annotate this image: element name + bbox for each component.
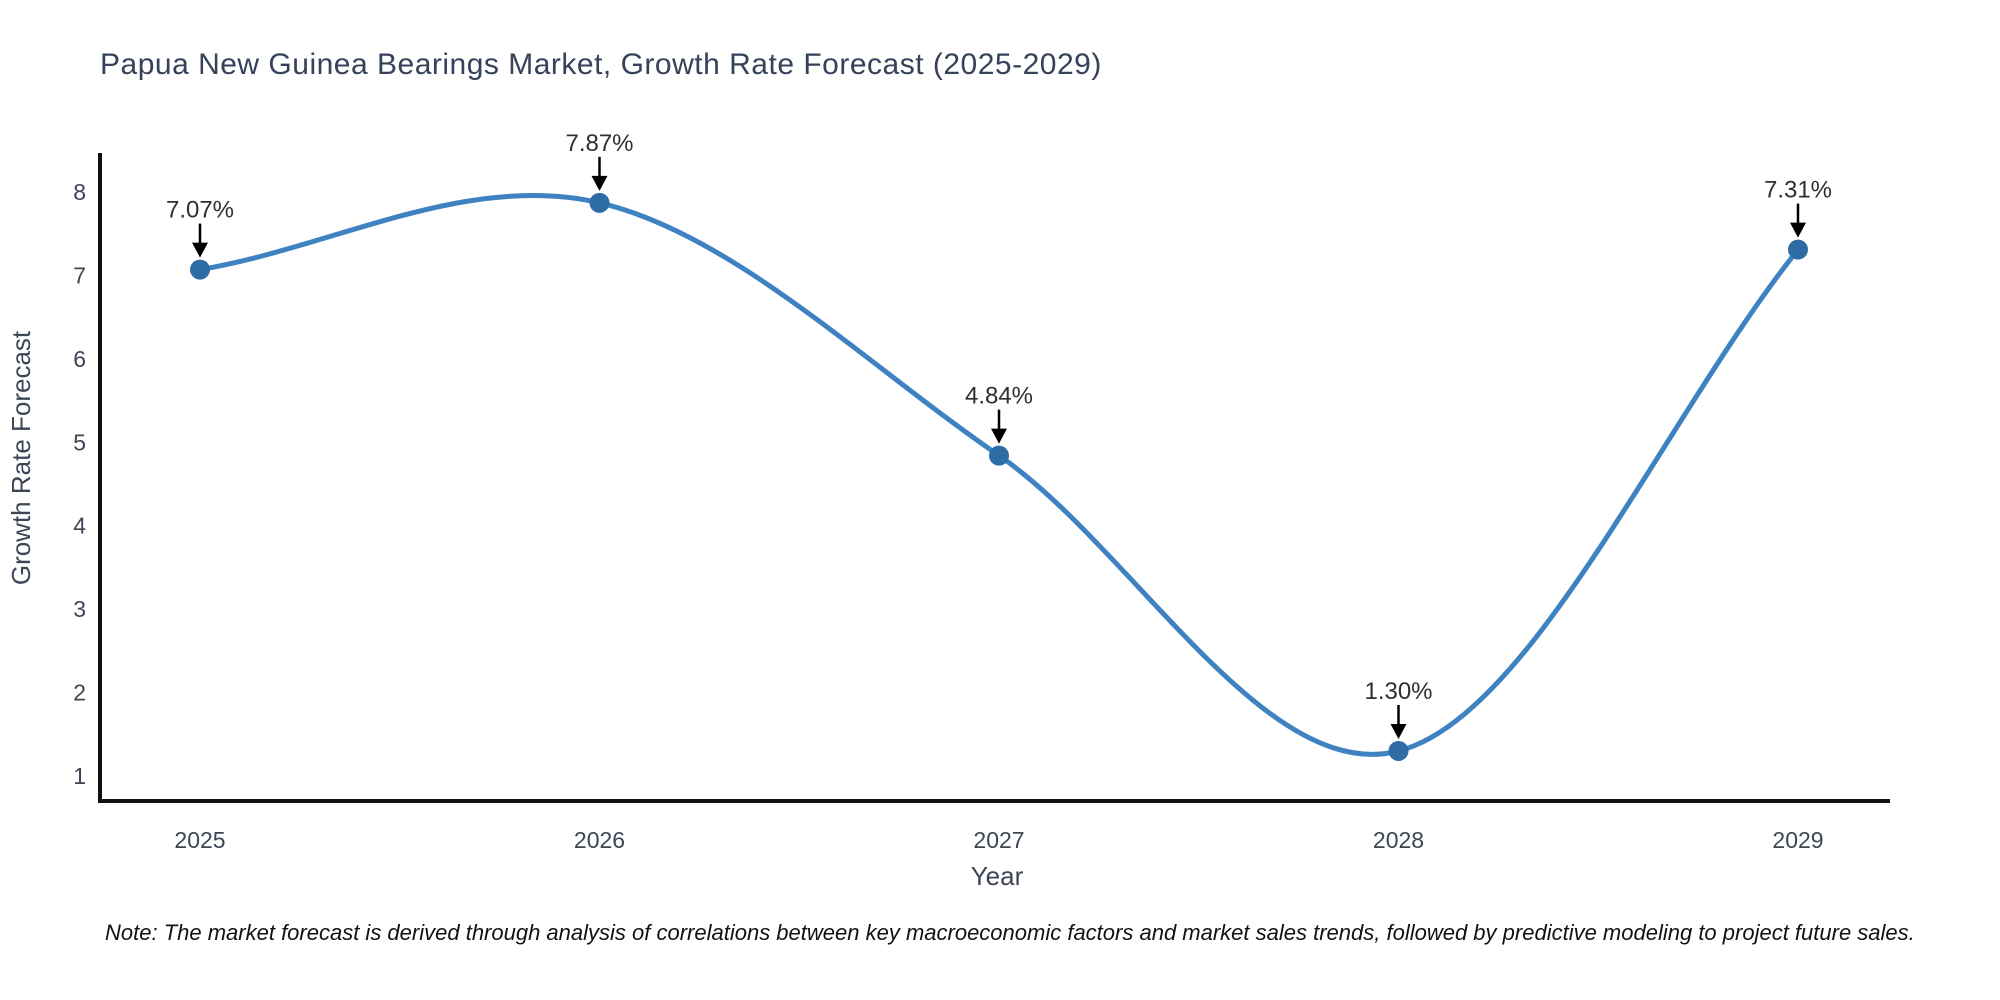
x-tick-label: 2029: [1772, 827, 1823, 853]
annotation-arrow-head: [1390, 723, 1407, 739]
annotation-arrow-head: [591, 175, 608, 191]
x-axis-title: Year: [971, 861, 1024, 891]
annotation-label: 7.87%: [565, 130, 633, 157]
data-point-marker: [1388, 740, 1409, 761]
y-tick-label: 5: [73, 429, 86, 455]
x-tick-label: 2025: [174, 827, 225, 853]
annotation-arrow-head: [192, 242, 208, 258]
footnote: Note: The market forecast is derived thr…: [105, 920, 1915, 945]
data-point-marker: [989, 445, 1009, 466]
annotation-label: 7.31%: [1764, 177, 1832, 204]
y-tick-label: 2: [73, 680, 86, 706]
annotation-label: 4.84%: [965, 383, 1033, 410]
y-tick-label: 3: [73, 596, 86, 622]
data-line-group: [197, 193, 1801, 757]
y-tick-label-group: 1 2 3 4 5 6 7 8: [73, 179, 86, 789]
x-tick-label-group: 2025 2026 2027 2028 2029: [174, 827, 1823, 853]
data-point-marker: [190, 259, 210, 280]
annotation-label: 7.07%: [166, 197, 234, 224]
data-line: [197, 193, 1801, 757]
annotation-arrow-head: [991, 428, 1007, 444]
y-axis-title: Growth Rate Forecast: [6, 330, 36, 585]
data-point-marker: [589, 192, 610, 213]
y-tick-label: 7: [73, 262, 86, 288]
annotation-arrow-group: [192, 156, 1806, 739]
data-marker-group: [190, 192, 1808, 761]
chart-title: Papua New Guinea Bearings Market, Growth…: [100, 48, 1102, 81]
x-tick-label: 2026: [574, 827, 625, 853]
annotation-label-group: 7.07% 7.87% 4.84% 1.30% 7.31%: [166, 130, 1832, 705]
y-tick-label: 8: [73, 179, 86, 205]
y-tick-label: 1: [73, 763, 86, 789]
annotation-arrow-head: [1790, 222, 1806, 238]
annotation-label: 1.30%: [1364, 678, 1432, 705]
y-tick-label: 6: [73, 346, 86, 372]
x-tick-label: 2027: [973, 827, 1024, 853]
y-tick-label: 4: [73, 513, 86, 539]
x-tick-label: 2028: [1373, 827, 1424, 853]
data-point-marker: [1788, 239, 1808, 260]
